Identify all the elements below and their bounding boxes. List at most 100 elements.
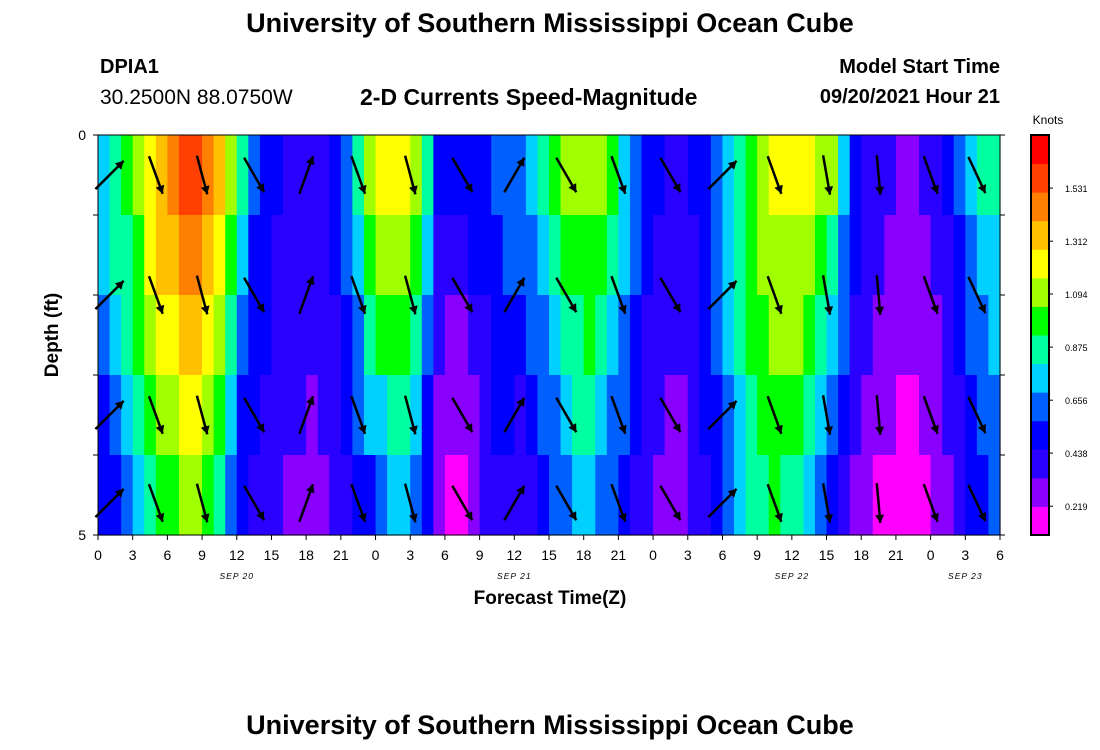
heatmap-cell — [803, 295, 816, 376]
arrow-head — [930, 512, 939, 522]
heatmap-cell — [722, 295, 735, 376]
heatmap-cell — [398, 215, 411, 296]
arrow-head — [155, 512, 165, 522]
colorbar-swatch — [1031, 506, 1049, 536]
current-arrow — [298, 483, 315, 523]
colorbar-swatch — [1031, 420, 1049, 450]
heatmap-cell — [803, 135, 816, 216]
chart-subtitle: 2-D Currents Speed-Magnitude — [360, 84, 698, 110]
heatmap-cell — [456, 295, 469, 376]
heatmap-cell — [410, 215, 423, 296]
x-tick-label: 12 — [229, 547, 245, 563]
arrow-head — [977, 184, 986, 194]
arrow-head — [672, 183, 681, 193]
heatmap-cell — [953, 215, 966, 296]
model-start-label: Model Start Time — [839, 56, 1000, 78]
colorbar-tick-label: 1.312 — [1065, 237, 1088, 247]
current-arrow — [707, 160, 738, 190]
current-arrow — [298, 395, 315, 435]
heatmap-cell — [884, 135, 897, 216]
heatmap-cell — [768, 215, 781, 296]
heatmap-cell — [98, 135, 111, 216]
current-arrow — [659, 485, 682, 521]
heatmap-cell — [606, 135, 619, 216]
heatmap-cell — [468, 215, 481, 296]
heatmap-cell — [791, 215, 805, 296]
heatmap-cell — [225, 375, 238, 456]
arrow-head — [824, 514, 834, 523]
heatmap-cell — [780, 295, 793, 376]
arrow-head — [155, 304, 165, 314]
heatmap-cell — [861, 135, 874, 216]
current-arrow — [403, 155, 418, 195]
heatmap-cell — [976, 135, 990, 216]
heatmap-cell — [340, 295, 354, 376]
current-arrow — [503, 485, 526, 521]
heatmap-cell — [491, 295, 504, 376]
heatmap-cell — [121, 215, 134, 296]
arrow-head — [727, 400, 737, 410]
heatmap-cell — [213, 215, 226, 296]
heatmap-cell — [387, 215, 400, 296]
heatmap-cell — [468, 375, 481, 456]
heatmap-cell — [283, 375, 296, 456]
heatmap-cell — [525, 455, 539, 536]
heatmap-cell — [375, 135, 388, 216]
heatmap-cell — [410, 135, 423, 216]
heatmap-cell — [525, 135, 539, 216]
current-arrow — [821, 483, 834, 523]
heatmap-cell — [468, 455, 481, 536]
heatmap-cell — [190, 375, 203, 456]
current-arrow — [94, 160, 125, 190]
heatmap-cell — [861, 375, 874, 456]
heatmap-cell — [537, 375, 550, 456]
arrow-head — [409, 425, 418, 435]
heatmap-cell — [178, 295, 192, 376]
heatmap-cell — [109, 135, 122, 216]
heatmap-cell — [826, 375, 839, 456]
current-arrow — [967, 484, 987, 522]
heatmap-cell — [421, 215, 434, 296]
current-arrow — [766, 155, 783, 195]
heatmap-cell — [745, 375, 758, 456]
heatmap-cell — [468, 135, 481, 216]
arrow-head — [727, 488, 737, 498]
colorbar-swatch — [1031, 335, 1049, 365]
heatmap-cell — [178, 135, 192, 216]
heatmap-cell — [572, 455, 585, 536]
colorbar-tick-label: 1.531 — [1065, 184, 1088, 194]
x-tick-label: 12 — [784, 547, 800, 563]
heatmap-cell — [421, 135, 434, 216]
heatmap-cell — [329, 375, 342, 456]
arrow-head — [409, 513, 418, 523]
heatmap-cell — [930, 215, 943, 296]
heatmap-cell — [710, 455, 724, 536]
heatmap-cell — [572, 295, 585, 376]
heatmap-cell — [433, 215, 446, 296]
heatmap-cell — [791, 135, 805, 216]
heatmap-cell — [468, 295, 481, 376]
heatmap-cell — [641, 135, 654, 216]
heatmap-cell — [687, 215, 700, 296]
heatmap-cell — [340, 455, 354, 536]
heatmap-cell — [306, 455, 319, 536]
heatmap-cell — [976, 375, 990, 456]
arrow-head — [464, 303, 473, 313]
heatmap-cell — [583, 135, 596, 216]
current-arrow — [451, 277, 474, 313]
heatmap-cell — [745, 215, 758, 296]
colorbar-unit-label: Knots — [1033, 113, 1064, 127]
speed-heatmap — [98, 135, 1001, 536]
current-arrow — [147, 155, 165, 195]
heatmap-cell — [919, 215, 932, 296]
current-arrow — [707, 488, 738, 518]
heatmap-cell — [676, 295, 689, 376]
current-arrow — [350, 275, 367, 315]
heatmap-cell — [155, 215, 168, 296]
heatmap-cell — [976, 455, 990, 536]
heatmap-cell — [317, 455, 330, 536]
heatmap-cell — [236, 455, 249, 536]
x-date-label: SEP 23 — [948, 571, 983, 581]
heatmap-cell — [710, 215, 724, 296]
heatmap-cell — [676, 455, 689, 536]
